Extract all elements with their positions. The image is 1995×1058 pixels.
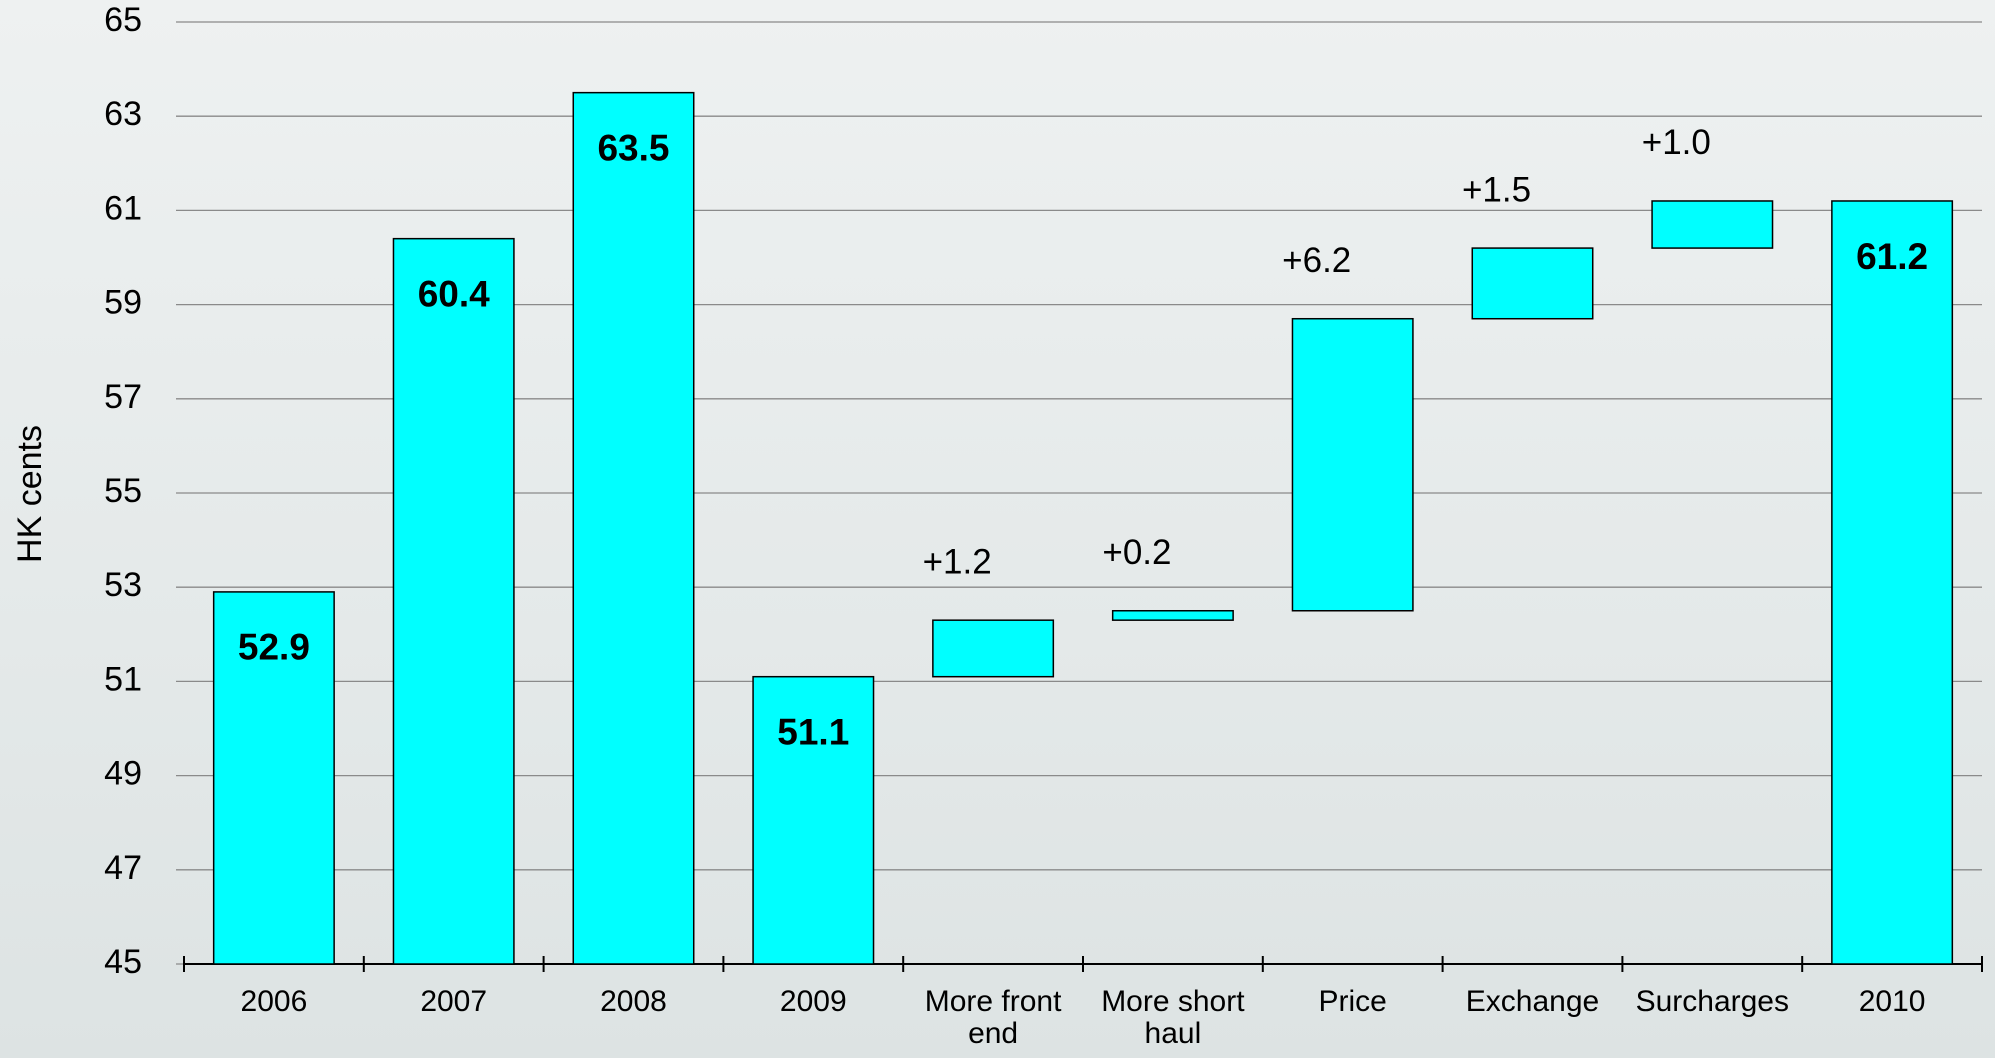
y-tick-label: 55 <box>104 472 142 510</box>
value-label: +1.5 <box>1462 170 1531 209</box>
bar <box>1471 247 1594 320</box>
bar <box>1291 317 1414 612</box>
value-label: 51.1 <box>777 711 849 752</box>
x-tick-label: Price <box>1318 985 1387 1018</box>
y-tick-label: 63 <box>104 95 142 133</box>
y-tick-label: 51 <box>104 660 142 698</box>
bar <box>932 619 1055 678</box>
value-label: 61.2 <box>1856 236 1928 277</box>
bar <box>1831 200 1954 965</box>
y-axis-label: HK cents <box>11 425 49 563</box>
y-tick-label: 65 <box>104 1 142 39</box>
y-tick-label: 45 <box>104 943 142 981</box>
bar <box>752 675 875 965</box>
x-tick-label: 2009 <box>779 985 847 1018</box>
y-tick-label: 57 <box>104 378 142 416</box>
bar <box>212 591 335 965</box>
bar <box>572 91 695 965</box>
bar <box>1651 200 1774 249</box>
x-tick-label: More front end <box>924 985 1062 1050</box>
x-tick-label: More short haul <box>1101 985 1245 1050</box>
y-tick-label: 59 <box>104 284 142 322</box>
y-tick-label: 53 <box>104 566 142 604</box>
x-tick-label: Surcharges <box>1635 985 1789 1018</box>
x-tick-label: 2006 <box>240 985 308 1018</box>
y-tick-label: 49 <box>104 755 142 793</box>
value-label: 60.4 <box>418 273 490 314</box>
value-label: +0.2 <box>1102 533 1171 572</box>
bar <box>392 237 515 965</box>
value-label: 52.9 <box>238 627 310 668</box>
x-tick-label: 2010 <box>1858 985 1926 1018</box>
x-tick-label: 2007 <box>420 985 488 1018</box>
y-tick-label: 61 <box>104 189 142 227</box>
value-label: +6.2 <box>1282 241 1351 280</box>
bar <box>1111 610 1234 621</box>
x-tick-label: Exchange <box>1465 985 1600 1018</box>
x-tick-label: 2008 <box>600 985 667 1018</box>
y-tick-label: 47 <box>104 849 142 887</box>
value-label: 63.5 <box>597 127 669 168</box>
value-label: +1.2 <box>923 542 992 581</box>
value-label: +1.0 <box>1642 123 1711 162</box>
